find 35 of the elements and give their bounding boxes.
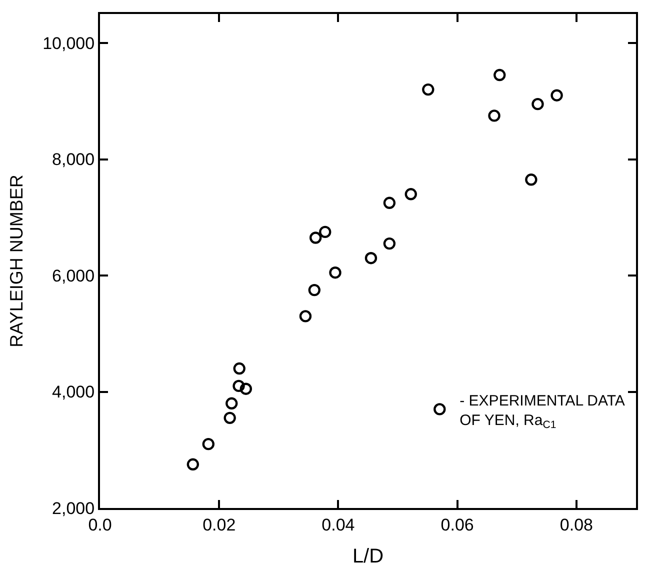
point xyxy=(525,174,538,186)
y-tick-label: 10,000 xyxy=(42,34,95,54)
point xyxy=(404,188,417,200)
point xyxy=(202,438,214,450)
point xyxy=(319,226,332,238)
point xyxy=(226,397,238,410)
point xyxy=(232,380,245,392)
point xyxy=(532,98,544,110)
point xyxy=(233,362,246,375)
x-tick-label: 0.02 xyxy=(202,515,236,534)
y-tick-label: 4,000 xyxy=(52,382,95,402)
x-tick-label: 0.06 xyxy=(440,515,474,534)
y-tick-label: 8,000 xyxy=(52,150,95,170)
x-tick-label: 0.0 xyxy=(88,515,112,534)
point xyxy=(309,232,322,244)
point xyxy=(308,284,320,296)
point xyxy=(224,412,236,424)
y-tick-label: 2,000 xyxy=(52,498,95,518)
point xyxy=(186,458,200,471)
legend-label: - EXPERIMENTAL DATA OF YEN, Ra$_{C1}$ xyxy=(460,392,625,431)
point xyxy=(488,110,500,122)
x-axis-title: L/D xyxy=(352,545,384,568)
point xyxy=(240,382,252,395)
x-tick-label: 0.04 xyxy=(322,515,355,534)
y-axis-title: RAYLEIGH NUMBER xyxy=(6,174,26,348)
point xyxy=(494,68,506,82)
y-tick-label: 6,000 xyxy=(52,266,95,286)
point xyxy=(550,89,563,102)
point xyxy=(383,237,396,250)
x-tick-label: 0.08 xyxy=(560,515,593,534)
point xyxy=(329,266,342,279)
point xyxy=(383,196,396,209)
point xyxy=(364,252,378,264)
point xyxy=(299,310,312,322)
point xyxy=(422,83,434,96)
